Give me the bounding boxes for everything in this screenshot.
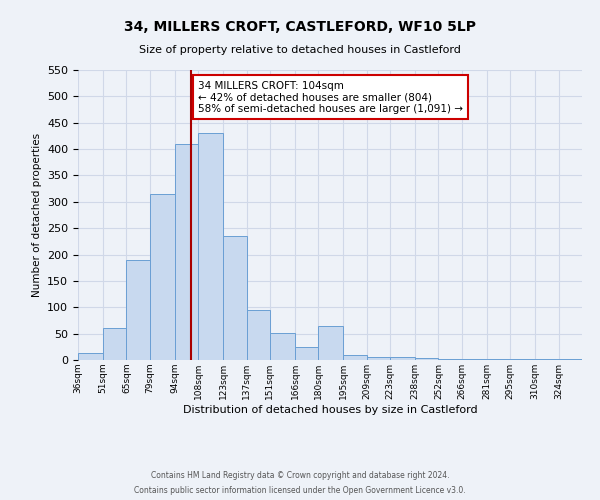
Bar bbox=[247, 310, 270, 360]
Bar bbox=[175, 144, 198, 360]
Bar bbox=[198, 134, 223, 360]
Bar bbox=[415, 358, 439, 360]
Bar bbox=[150, 194, 175, 360]
Bar bbox=[319, 326, 343, 360]
Text: 34, MILLERS CROFT, CASTLEFORD, WF10 5LP: 34, MILLERS CROFT, CASTLEFORD, WF10 5LP bbox=[124, 20, 476, 34]
Bar bbox=[270, 332, 295, 360]
Bar bbox=[559, 359, 582, 360]
Bar bbox=[367, 358, 390, 360]
Bar bbox=[78, 353, 103, 360]
Text: Size of property relative to detached houses in Castleford: Size of property relative to detached ho… bbox=[139, 45, 461, 55]
Bar bbox=[103, 328, 127, 360]
Bar bbox=[343, 354, 367, 360]
Bar bbox=[510, 359, 535, 360]
Bar bbox=[295, 347, 319, 360]
Bar bbox=[127, 260, 150, 360]
Y-axis label: Number of detached properties: Number of detached properties bbox=[32, 133, 41, 297]
Bar bbox=[487, 359, 510, 360]
Bar bbox=[223, 236, 247, 360]
Text: Contains HM Land Registry data © Crown copyright and database right 2024.: Contains HM Land Registry data © Crown c… bbox=[151, 471, 449, 480]
Bar bbox=[439, 359, 462, 360]
Bar bbox=[390, 358, 415, 360]
Text: 34 MILLERS CROFT: 104sqm
← 42% of detached houses are smaller (804)
58% of semi-: 34 MILLERS CROFT: 104sqm ← 42% of detach… bbox=[198, 80, 463, 114]
Text: Contains public sector information licensed under the Open Government Licence v3: Contains public sector information licen… bbox=[134, 486, 466, 495]
X-axis label: Distribution of detached houses by size in Castleford: Distribution of detached houses by size … bbox=[182, 404, 478, 414]
Bar bbox=[462, 359, 487, 360]
